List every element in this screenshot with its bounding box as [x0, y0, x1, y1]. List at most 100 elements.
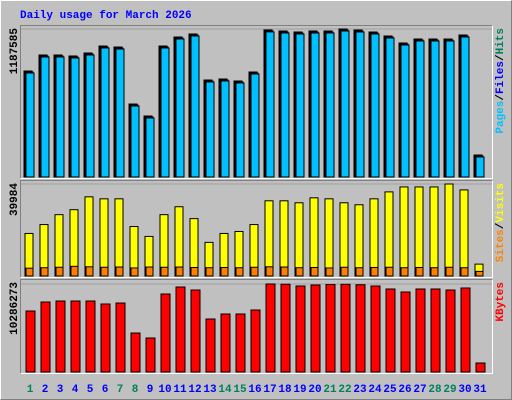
bar [100, 47, 110, 178]
x-tick-label: 15 [233, 384, 247, 396]
bar [265, 283, 276, 373]
x-tick-label: 8 [132, 384, 139, 396]
bar [190, 266, 199, 277]
bar [430, 267, 439, 277]
y-tick-label: 39984 [9, 183, 21, 216]
bar [70, 265, 79, 277]
bar [175, 286, 186, 373]
x-tick-label: 20 [308, 384, 321, 396]
bar [84, 196, 94, 277]
legend-entry: Visits [495, 183, 507, 223]
bar [370, 285, 381, 373]
bar [114, 198, 124, 277]
panel-edge-light [20, 25, 493, 179]
x-tick-label: 23 [353, 384, 367, 396]
bar [265, 266, 274, 277]
bar [295, 285, 306, 373]
bar [190, 35, 200, 178]
bar [475, 156, 485, 178]
bar [130, 332, 141, 373]
y-tick-label: 1187585 [9, 28, 21, 75]
x-tick-label: 9 [147, 384, 154, 396]
bar [115, 302, 126, 373]
x-tick-label: 12 [188, 384, 201, 396]
bar [280, 283, 291, 373]
bar [354, 204, 364, 277]
legend: Sites/Visits [495, 183, 507, 262]
bar [415, 266, 424, 277]
bar [25, 72, 35, 178]
x-tick-label: 21 [323, 384, 337, 396]
bar [295, 33, 305, 178]
x-tick-label: 27 [413, 384, 426, 396]
bar [414, 186, 424, 277]
panel-edge-light [20, 180, 493, 278]
bar [310, 32, 320, 178]
legend-entry: KBytes [495, 282, 507, 322]
bar [250, 73, 260, 178]
bar [324, 198, 334, 277]
bar [55, 56, 65, 178]
bar [475, 270, 484, 277]
bar [460, 36, 470, 178]
x-tick-label: 7 [117, 384, 124, 396]
bar [415, 40, 425, 178]
bar [40, 56, 50, 178]
x-tick-label: 24 [368, 384, 382, 396]
bar [310, 266, 319, 277]
bar [385, 37, 395, 178]
bar [264, 200, 274, 277]
bar [130, 105, 140, 178]
x-tick-label: 14 [218, 384, 232, 396]
bar [430, 288, 441, 373]
bar [295, 267, 304, 277]
bar [160, 293, 171, 373]
legend: Pages/Files/Hits [495, 28, 507, 134]
bar [340, 266, 349, 277]
bar [175, 266, 184, 277]
bar [400, 267, 409, 277]
bar [235, 267, 244, 277]
x-tick-label: 18 [278, 384, 292, 396]
bar [265, 31, 275, 178]
bar [325, 32, 335, 178]
bar [70, 57, 80, 178]
bar [220, 80, 230, 178]
panel-edge-dark [20, 25, 493, 179]
bar [85, 300, 96, 373]
legend-entry: Pages [495, 101, 507, 134]
bar [145, 266, 154, 277]
x-tick-label: 2 [42, 384, 49, 396]
x-tick-label: 11 [173, 384, 187, 396]
legend-separator: / [495, 222, 507, 229]
bar [385, 288, 396, 373]
bar [145, 117, 155, 178]
bar [115, 266, 124, 277]
bar [340, 30, 350, 178]
bar [309, 197, 319, 277]
bar [99, 198, 109, 277]
bar [100, 266, 109, 277]
bar [475, 362, 486, 373]
bar [145, 337, 156, 373]
bar [85, 266, 94, 277]
legend-separator: / [495, 54, 507, 61]
bar [190, 289, 201, 373]
x-tick-label: 26 [398, 384, 411, 396]
bar [115, 48, 125, 178]
legend-separator: / [495, 94, 507, 101]
bar [100, 303, 111, 373]
bar [325, 267, 334, 277]
bar [355, 31, 365, 178]
bar [355, 284, 366, 373]
bar [130, 267, 139, 277]
bar [205, 81, 215, 178]
bar [25, 310, 36, 373]
bar [445, 40, 455, 178]
x-tick-label: 19 [293, 384, 306, 396]
bar [444, 183, 454, 277]
panel-edge-dark [20, 180, 493, 278]
bar [370, 33, 380, 178]
bar [355, 267, 364, 277]
